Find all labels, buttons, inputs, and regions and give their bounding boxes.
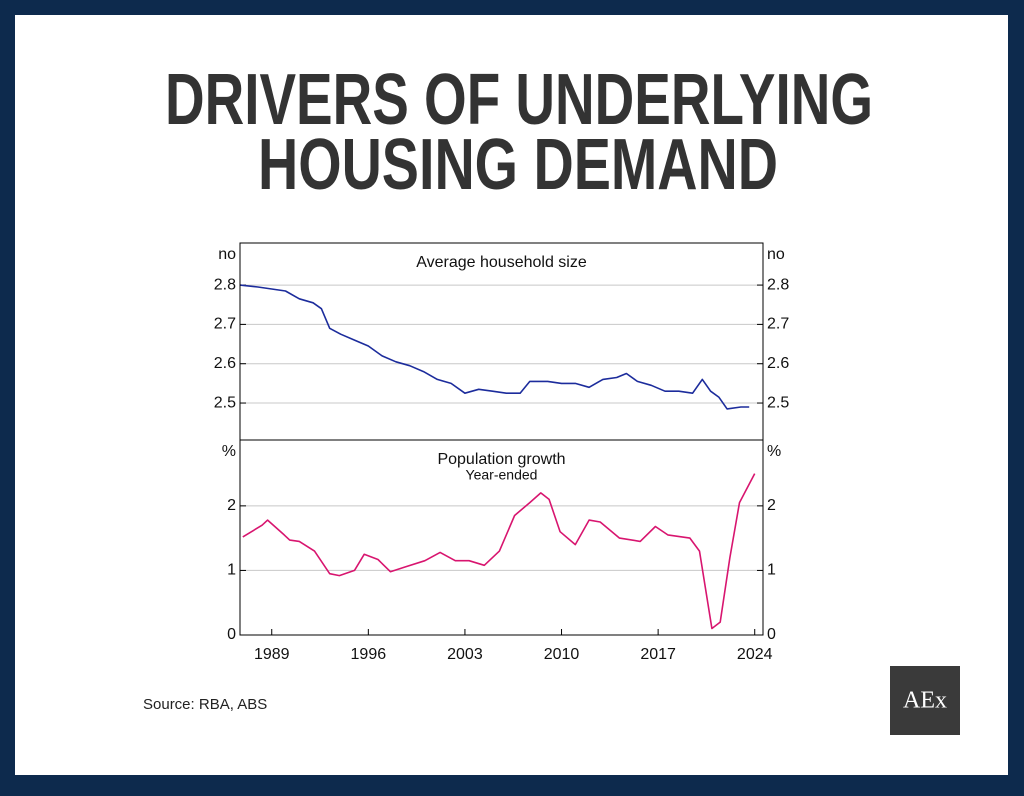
x-tick-label: 2003: [447, 646, 483, 663]
y-tick-label: 1: [767, 562, 776, 579]
card: [15, 15, 1008, 775]
page-title: HOUSING DEMAND: [258, 125, 778, 205]
y-tick-label: 0: [767, 626, 776, 643]
y-tick-label: 2.7: [214, 316, 236, 333]
data-line: [239, 284, 750, 410]
page-title: DRIVERS OF UNDERLYING: [165, 60, 873, 140]
panel-title: Average household size: [416, 254, 587, 271]
y-unit: %: [222, 443, 236, 460]
logo: AEx: [903, 688, 947, 714]
panel-subtitle: Year-ended: [466, 467, 538, 483]
y-tick-label: 2: [227, 497, 236, 514]
x-tick-label: 2010: [544, 646, 580, 663]
y-tick-label: 2: [767, 497, 776, 514]
y-tick-label: 2.8: [214, 276, 236, 293]
x-tick-label: 2017: [640, 646, 676, 663]
y-tick-label: 2.8: [767, 276, 789, 293]
y-tick-label: 2.5: [767, 394, 789, 411]
source: Source: RBA, ABS: [143, 696, 267, 713]
y-tick-label: 1: [227, 562, 236, 579]
data-line: [242, 473, 756, 630]
panel-title: Population growth: [437, 451, 565, 468]
x-tick-label: 1996: [351, 646, 387, 663]
panel-frame: [239, 439, 764, 636]
x-tick-label: 2024: [737, 646, 773, 663]
logo-box: [890, 666, 960, 735]
y-tick-label: 0: [227, 626, 236, 643]
y-unit: %: [767, 443, 781, 460]
y-tick-label: 2.6: [214, 355, 236, 372]
y-tick-label: 2.7: [767, 316, 789, 333]
y-unit: no: [767, 246, 785, 263]
y-unit: no: [218, 246, 236, 263]
x-tick-label: 1989: [254, 646, 290, 663]
y-tick-label: 2.5: [214, 394, 236, 411]
y-tick-label: 2.6: [767, 355, 789, 372]
